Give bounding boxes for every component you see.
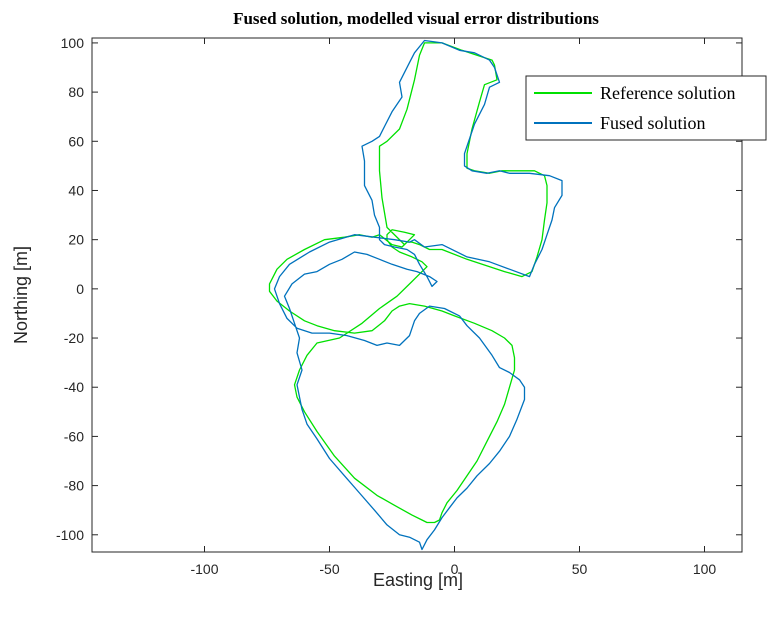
legend-label-reference: Reference solution bbox=[600, 83, 735, 103]
legend-label-fused: Fused solution bbox=[600, 113, 706, 133]
y-tick-label: 40 bbox=[68, 182, 84, 198]
y-axis-label: Northing [m] bbox=[11, 246, 31, 344]
legend-box bbox=[525, 75, 767, 141]
x-tick-label: -100 bbox=[190, 561, 218, 577]
y-axis-ticks: -100 -80 -60 -40 -20 0 20 40 60 80 100 bbox=[56, 35, 742, 543]
x-tick-label: 100 bbox=[693, 561, 717, 577]
x-axis-ticks: -100 -50 0 50 100 bbox=[190, 38, 716, 577]
y-tick-label: -100 bbox=[56, 527, 84, 543]
x-tick-label: -50 bbox=[319, 561, 339, 577]
x-axis-label: Easting [m] bbox=[373, 570, 463, 590]
y-tick-label: -80 bbox=[64, 478, 84, 494]
x-tick-label: 50 bbox=[572, 561, 588, 577]
series-line-fused bbox=[273, 39, 563, 551]
chart-title: Fused solution, modelled visual error di… bbox=[233, 9, 599, 28]
series-layer bbox=[268, 39, 563, 551]
x-tick-label: 0 bbox=[451, 561, 459, 577]
plot-frame bbox=[91, 37, 743, 553]
y-tick-label: 100 bbox=[61, 35, 85, 51]
y-tick-label: -20 bbox=[64, 330, 84, 346]
y-tick-label: 0 bbox=[76, 281, 84, 297]
y-tick-label: 60 bbox=[68, 133, 84, 149]
y-tick-label: -60 bbox=[64, 428, 84, 444]
legend: Reference solution Fused solution bbox=[525, 75, 767, 141]
y-tick-label: -40 bbox=[64, 379, 84, 395]
y-tick-label: 80 bbox=[68, 84, 84, 100]
series-line-reference bbox=[268, 42, 548, 524]
y-tick-label: 20 bbox=[68, 232, 84, 248]
